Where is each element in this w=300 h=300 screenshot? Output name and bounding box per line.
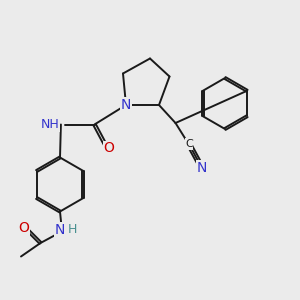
Text: H: H — [67, 223, 77, 236]
Text: O: O — [19, 221, 29, 235]
Text: N: N — [197, 161, 207, 175]
Text: N: N — [55, 223, 65, 236]
Text: NH: NH — [40, 118, 59, 131]
Text: O: O — [103, 142, 114, 155]
Text: C: C — [185, 139, 193, 149]
Text: N: N — [121, 98, 131, 112]
